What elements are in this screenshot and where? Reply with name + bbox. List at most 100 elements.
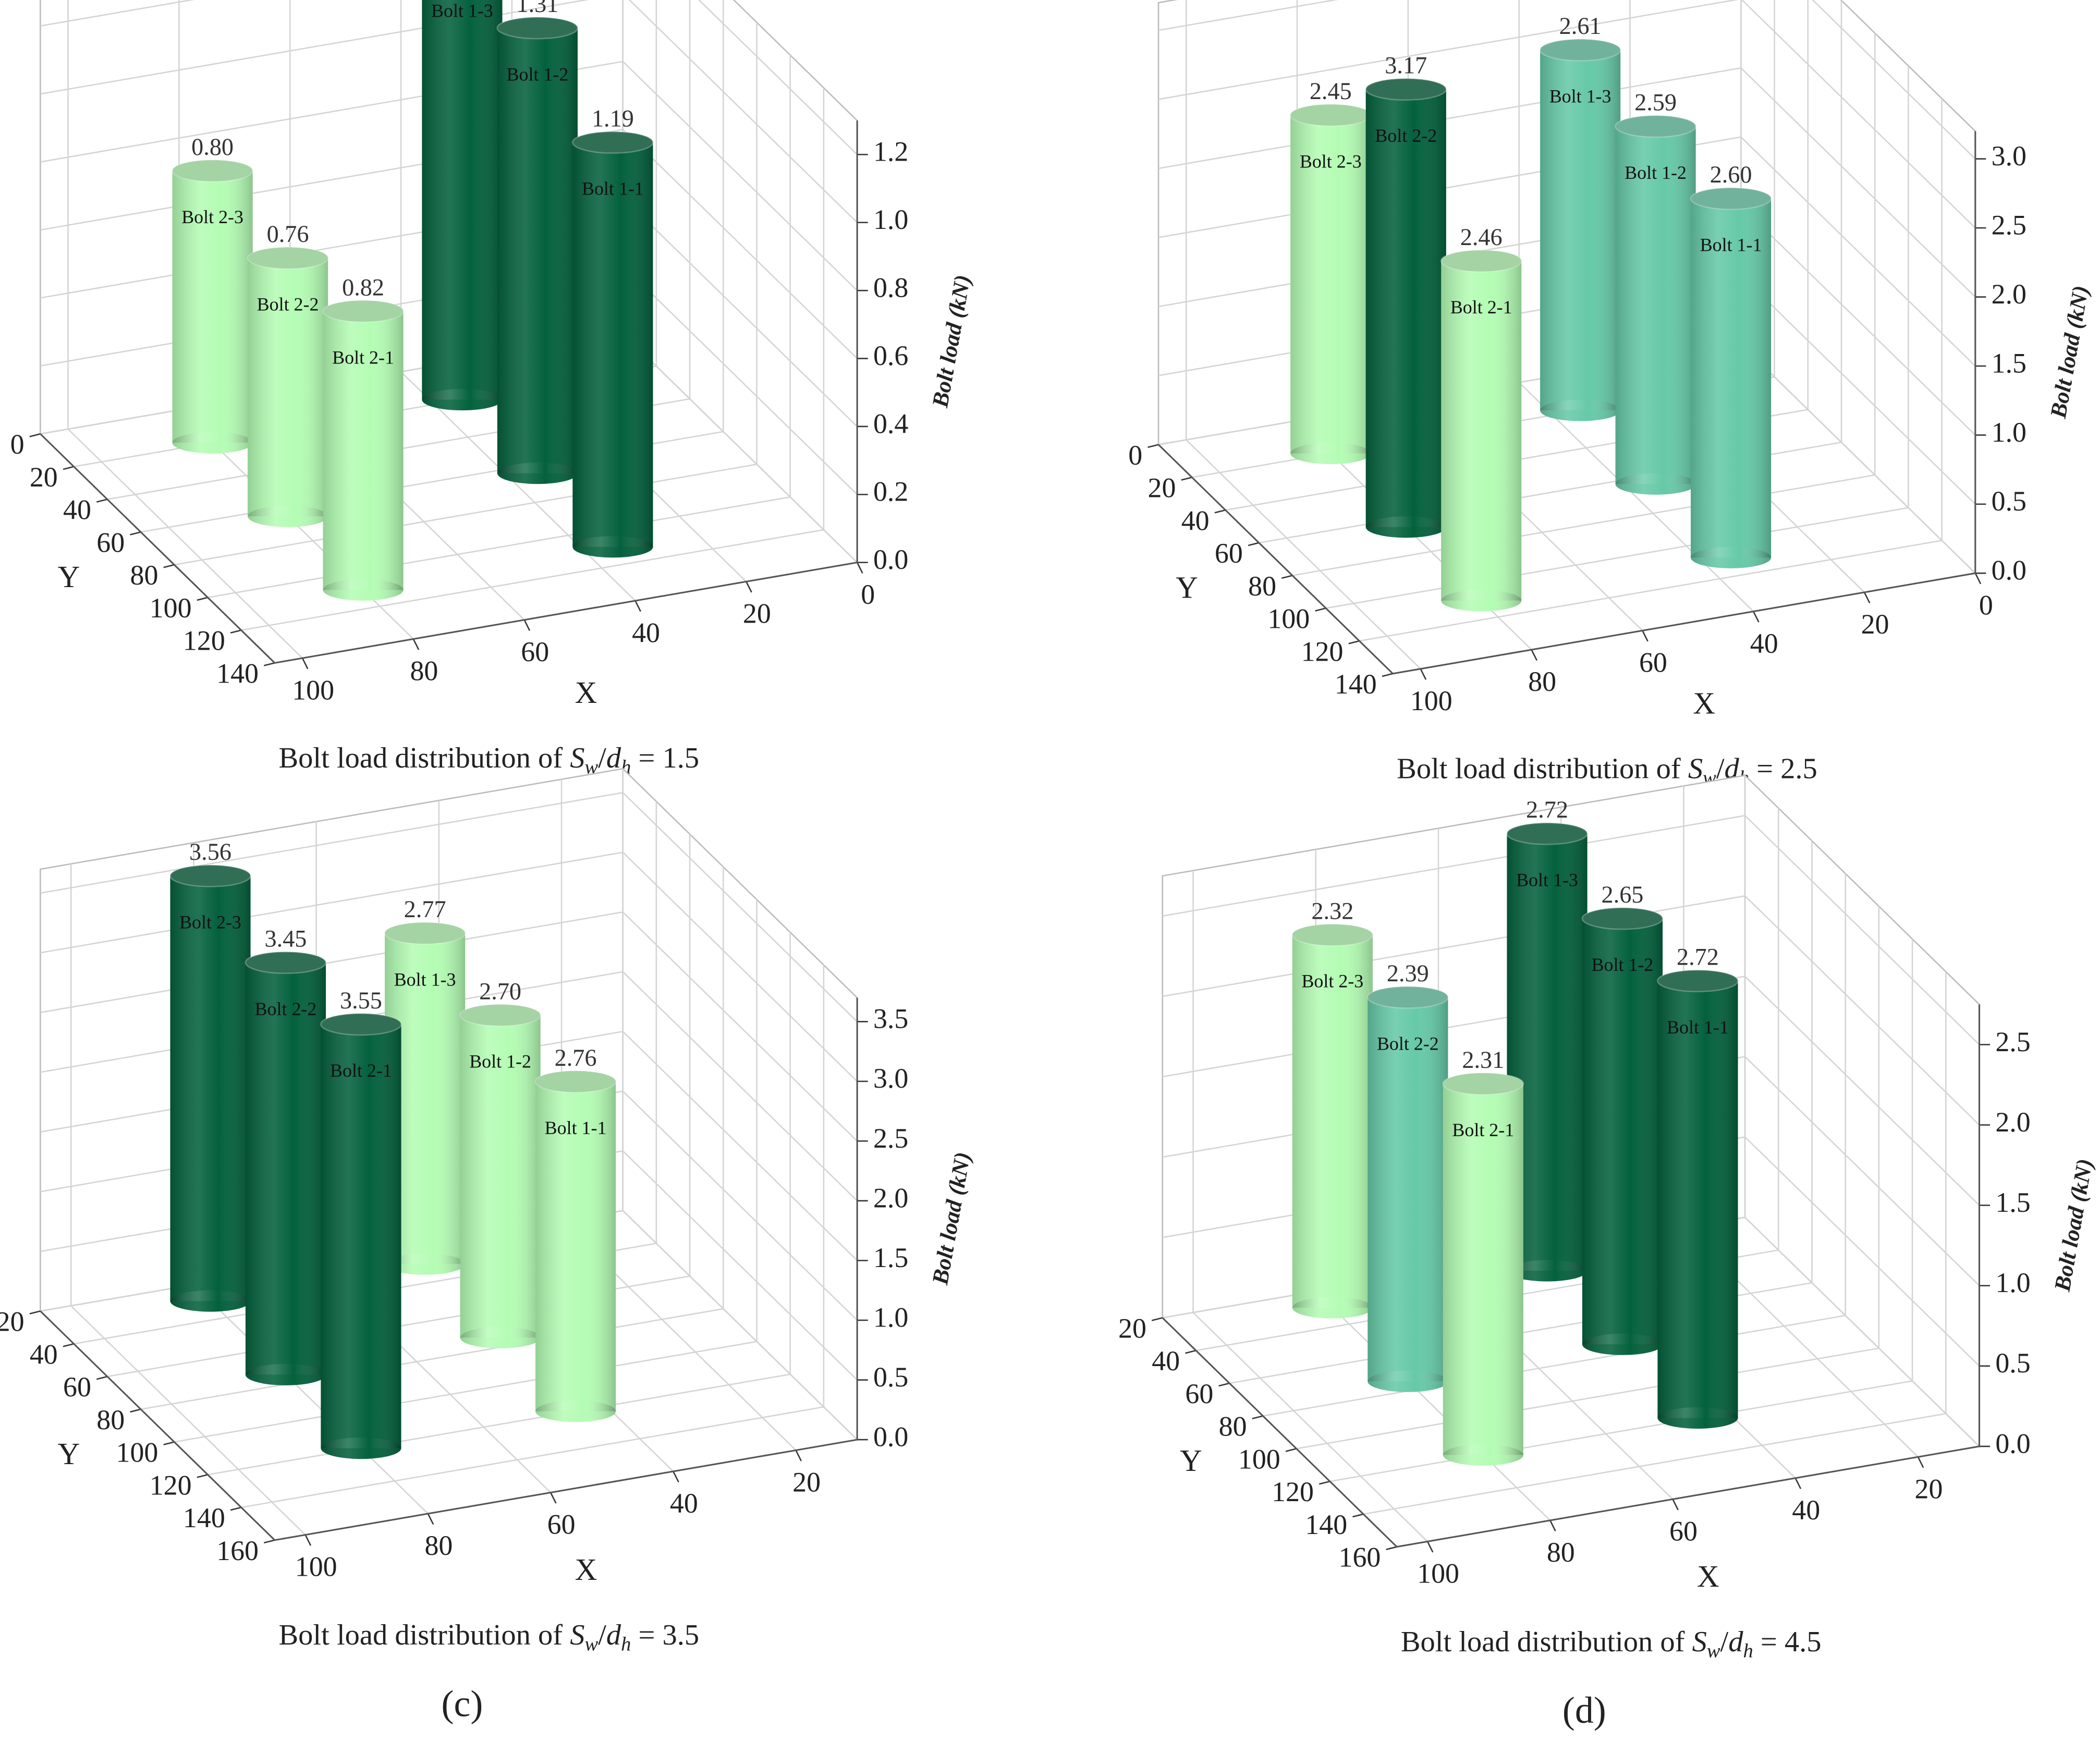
x-tick-label: 0 [1979,589,1993,620]
x-tick [746,581,752,593]
z-axis-title: Bolt load (kN) [927,1150,975,1287]
x-axis-title: X [575,1552,597,1587]
bolt-label: Bolt 1-1 [582,178,644,199]
subtitle-part: / [1716,752,1725,785]
bar-shade [1691,198,1772,558]
bar-top [1657,969,1739,992]
x-tick-label: 20 [1861,608,1889,640]
bolt-label: Bolt 2-2 [1375,125,1437,146]
bar-shade [248,258,328,517]
subtitle-part: S [570,742,584,774]
bar-top [1440,249,1522,273]
y-tick [264,1539,275,1544]
z-tick-label: 0.5 [1992,485,2026,517]
z-grid-line [40,0,858,155]
bar-shade [572,142,653,547]
x-tick [304,1535,312,1546]
z-tick-label: 1.5 [1992,347,2026,379]
z-tick-label: 2.5 [1995,1026,2030,1057]
z-tick-label: 2.0 [1995,1106,2030,1138]
bolt-label: Bolt 2-3 [181,206,243,227]
y-tick [1382,673,1393,677]
bar-top-tint [1368,987,1448,1008]
y-tick [1252,1415,1263,1419]
bar-shade [1657,981,1738,1418]
value-label: 2.60 [1710,161,1752,188]
x-tick-label: 80 [1528,666,1556,697]
bolt-label: Bolt 1-1 [1700,234,1762,255]
bar-top-tint [1582,907,1663,930]
subtitle-part: S [1688,752,1703,785]
x-tick-label: 60 [1669,1515,1698,1547]
bar-top-tint [1441,250,1522,272]
bar-top-tint [1615,115,1696,137]
y-tick [1218,1382,1230,1387]
bar-top-tint [170,865,251,887]
value-label: 2.72 [1677,944,1719,970]
bar-top-tint [1443,1073,1523,1094]
subtitle-part: d [1728,1626,1743,1658]
y-tick-label: 80 [96,1404,125,1435]
subtitle-part: w [1707,1640,1720,1662]
y-tick-label: 140 [183,1502,225,1533]
x-tick-label: 60 [1639,647,1667,678]
y-grid-line [241,88,825,631]
bar-top [169,864,251,887]
y-tick-label: 60 [1215,538,1243,569]
x-tick [1753,611,1760,623]
bar-top [534,1070,617,1093]
y-tick [1386,1546,1397,1550]
z-tick-label: 1.0 [1995,1267,2030,1298]
value-label: 2.32 [1311,897,1353,924]
z-tick-label: 1.0 [873,1301,908,1333]
subtitle-part: / [598,742,606,774]
z-grid-line [1158,0,1976,160]
bolt-label: Bolt 1-3 [1549,86,1611,106]
y-tick-label: 60 [1185,1378,1213,1409]
value-label: 2.61 [1559,13,1602,39]
subtitle-part: = 3.5 [631,1619,699,1651]
value-label: 2.45 [1310,78,1352,104]
bar-top [172,159,253,182]
value-label: 0.80 [191,133,234,160]
y-tick-label: 80 [1219,1411,1247,1442]
z-axis-title: Bolt load (kN) [2049,1157,2097,1294]
subtitle: Bolt load distribution of Sw/dh = 4.5 [1401,1626,1822,1662]
axis-edges [1157,131,1976,675]
y-tick-label: 140 [1305,1509,1347,1540]
z-tick-label: 1.5 [873,1242,908,1273]
z-tick-label: 1.5 [1995,1187,2030,1218]
chart-panel: 0.00.51.01.52.02.53.00204060801000204060… [1128,0,2094,858]
y-grid-line [241,965,825,1508]
x-tick [1420,668,1427,680]
bar-top [459,1004,541,1027]
bar-top-tint [385,922,466,944]
bar-shade [1615,126,1696,484]
subtitle-part: h [621,1633,631,1655]
y-tick-label: 0 [1128,440,1142,471]
bar-shade [1540,50,1621,411]
y-tick [230,629,241,634]
bar-top-tint [1507,823,1588,845]
x-tick [1917,1456,1924,1468]
z-tick-label: 3.5 [873,1003,908,1034]
x-tick-label: 100 [295,1551,337,1582]
chart-panel: 0.00.51.01.52.02.53.03.52040608010020406… [0,767,975,1724]
y-tick-label: 100 [1238,1443,1280,1475]
value-label: 0.82 [342,274,384,300]
y-tick [1248,542,1259,546]
bolt-label: Bolt 2-3 [1300,151,1362,172]
chart-panel: 0.00.20.40.60.81.01.20204060801000204060… [10,0,975,847]
x-tick [1794,1478,1802,1489]
z-tick-label: 0.0 [873,544,908,575]
bar-top [1291,923,1374,946]
chart-panel: 0.00.51.01.52.02.52040608010020406080100… [1118,774,2097,1731]
y-tick-label: 20 [0,1306,25,1337]
bar-shade [1292,934,1373,1308]
subtitle-part: Bolt load distribution of [1397,752,1688,785]
value-label: 2.59 [1634,89,1677,116]
y-tick [1318,1480,1330,1485]
bar-top [384,921,466,945]
y-tick-label: 80 [1248,570,1276,602]
